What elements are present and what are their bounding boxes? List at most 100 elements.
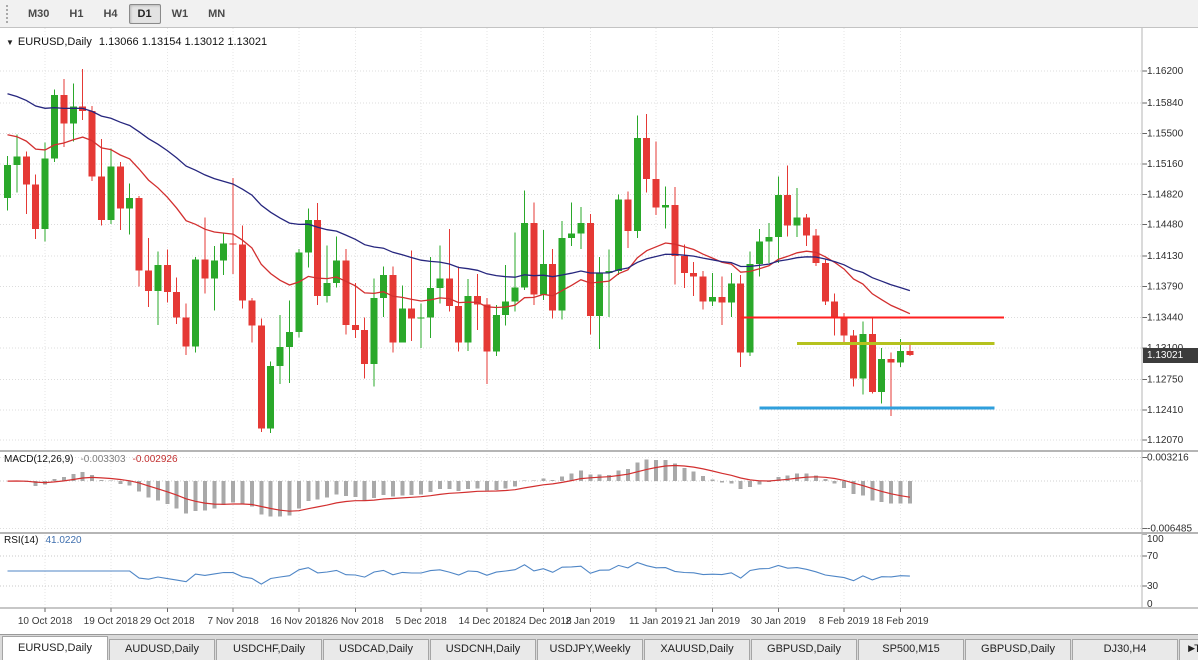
timeframe-d1-button[interactable]: D1 xyxy=(128,3,161,24)
candle xyxy=(445,278,453,307)
candle xyxy=(492,314,500,352)
rsi-label: RSI(14) 41.0220 xyxy=(4,535,89,546)
candle xyxy=(145,270,152,291)
candle xyxy=(474,296,481,305)
svg-text:1.16200: 1.16200 xyxy=(1147,66,1184,77)
candle xyxy=(568,233,575,239)
candle xyxy=(558,238,566,311)
candle xyxy=(436,278,444,289)
chart-symbol-period: EURUSD,Daily xyxy=(17,36,92,48)
candle xyxy=(361,330,369,365)
date-label: 26 Nov 2018 xyxy=(326,616,384,627)
macd-signal-line xyxy=(7,464,910,512)
candle xyxy=(887,358,895,363)
timeframe-mn-button[interactable]: MN xyxy=(208,7,226,20)
ma-slow-line[interactable] xyxy=(7,93,911,292)
candle xyxy=(662,205,669,208)
chart-area[interactable]: 1.16200 1.15840 1.15500 1.15160 1.14820 1.144… xyxy=(0,28,1198,634)
chart-tab-3[interactable]: USDCAD,Daily xyxy=(323,639,429,660)
timeframe-h1-button[interactable]: H1 xyxy=(69,7,84,20)
candle xyxy=(680,255,688,273)
candle xyxy=(380,274,387,299)
candle xyxy=(746,264,754,353)
macd-signal-value: -0.002926 xyxy=(132,454,178,465)
candle xyxy=(173,291,181,318)
chart-tab-2[interactable]: USDCHF,Daily xyxy=(216,639,322,660)
candle xyxy=(22,156,30,185)
chart-tab-11[interactable]: TECH100,Daily xyxy=(1179,639,1198,660)
candle xyxy=(107,166,115,221)
candle xyxy=(756,241,763,265)
candle xyxy=(624,199,632,231)
chart-tab-4[interactable]: USDCNH,Daily xyxy=(430,639,536,660)
toolbar-grip[interactable] xyxy=(6,4,12,23)
candle xyxy=(370,298,378,365)
candle xyxy=(793,217,801,226)
chart-tab-0[interactable]: EURUSD,Daily xyxy=(2,636,108,660)
candle xyxy=(709,297,716,302)
timeframe-toolbar: M30 H1 H4 D1 W1 MN xyxy=(0,0,1198,28)
candle xyxy=(220,243,228,261)
chart-tab-9[interactable]: GBPUSD,Daily xyxy=(965,639,1071,660)
candle xyxy=(163,264,171,292)
candle xyxy=(483,304,491,352)
rsi-line xyxy=(7,561,910,585)
timeframe-w1-button[interactable]: W1 xyxy=(171,7,189,20)
candle xyxy=(135,197,143,271)
rsi-name: RSI(14) xyxy=(4,535,39,546)
candle xyxy=(257,325,265,429)
svg-text:0: 0 xyxy=(1147,599,1153,610)
current-price-box: 1.13021 xyxy=(1143,348,1198,363)
candle xyxy=(351,324,359,331)
candle xyxy=(248,300,256,326)
candle xyxy=(295,252,303,332)
candle xyxy=(605,271,613,273)
candle xyxy=(643,137,651,180)
svg-text:1.14480: 1.14480 xyxy=(1147,220,1184,231)
timeframe-h4-button[interactable]: H4 xyxy=(103,7,118,20)
chart-tab-8[interactable]: SP500,M15 xyxy=(858,639,964,660)
chart-ohlc-values: 1.13066 1.13154 1.13012 1.13021 xyxy=(98,36,268,48)
date-label: 7 Nov 2018 xyxy=(207,616,259,627)
chart-tab-7[interactable]: GBPUSD,Daily xyxy=(751,639,857,660)
macd-name: MACD(12,26,9) xyxy=(4,454,74,465)
macd-label: MACD(12,26,9) -0.003303 -0.002926 xyxy=(4,454,185,465)
chart-title: ▼ EURUSD,Daily 1.13066 1.13154 1.13012 1.1… xyxy=(6,36,267,48)
candle xyxy=(502,301,510,315)
candle xyxy=(464,296,472,343)
ma-fast-line[interactable] xyxy=(7,134,911,315)
timeframe-m30-button[interactable]: M30 xyxy=(28,7,50,20)
candle xyxy=(868,333,876,392)
candle xyxy=(727,283,735,303)
candle xyxy=(182,317,190,347)
date-label: 14 Dec 2018 xyxy=(458,616,516,627)
candle xyxy=(690,272,698,277)
svg-text:1.14130: 1.14130 xyxy=(1147,251,1184,262)
candle xyxy=(389,274,397,343)
svg-text:1.12750: 1.12750 xyxy=(1147,374,1184,385)
rsi-value: 41.0220 xyxy=(45,535,82,546)
candle xyxy=(831,301,839,319)
candle xyxy=(615,199,622,272)
chart-canvas[interactable]: 1.16200 1.15840 1.15500 1.15160 1.14820 1.144… xyxy=(0,28,1198,634)
candle xyxy=(116,166,124,209)
candle xyxy=(229,243,237,245)
date-label: 8 Feb 2019 xyxy=(818,616,870,627)
candle xyxy=(539,264,547,295)
candle xyxy=(840,318,848,336)
tab-scroll-right-icon[interactable]: ▶ xyxy=(1188,643,1195,653)
candle xyxy=(530,222,538,295)
candles-layer[interactable] xyxy=(4,69,914,434)
candle xyxy=(633,137,641,231)
svg-text:-0.006485: -0.006485 xyxy=(1147,523,1192,534)
candle xyxy=(98,176,105,221)
chart-tab-10[interactable]: DJ30,H4 xyxy=(1072,639,1178,660)
chart-tab-5[interactable]: USDJPY,Weekly xyxy=(537,639,643,660)
candle xyxy=(774,195,782,238)
chart-menu-triangle-icon[interactable]: ▼ xyxy=(6,38,14,47)
date-label: 30 Jan 2019 xyxy=(750,616,806,627)
chart-tab-1[interactable]: AUDUSD,Daily xyxy=(109,639,215,660)
chart-tab-6[interactable]: XAUUSD,Daily xyxy=(644,639,750,660)
candle xyxy=(60,95,68,124)
grid-layer: 1.16200 1.15840 1.15500 1.15160 1.14820 1.144… xyxy=(0,28,1184,612)
